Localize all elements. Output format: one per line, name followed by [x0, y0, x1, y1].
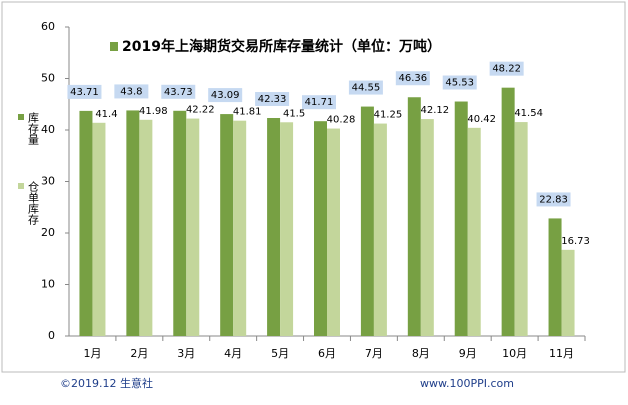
legend-label: 库存量: [27, 112, 40, 145]
bar: [139, 119, 153, 336]
value-label: 40.42: [467, 114, 496, 125]
value-label-box: [67, 84, 102, 99]
value-label: 41.71: [305, 97, 334, 108]
bar: [267, 118, 281, 336]
value-label: 42.22: [186, 105, 215, 116]
bar: [454, 101, 468, 336]
value-label: 22.83: [539, 194, 568, 205]
value-label-box: [348, 80, 383, 95]
value-label-box: [302, 95, 336, 110]
bar: [327, 128, 340, 336]
x-tick-label: 9月: [459, 347, 477, 360]
value-label: 16.73: [561, 236, 590, 247]
value-label: 42.33: [258, 94, 287, 105]
footer-left: ©2019.12 生意社: [60, 376, 153, 390]
value-label: 41.98: [139, 106, 168, 117]
value-label: 48.22: [492, 64, 521, 75]
bar: [280, 122, 294, 337]
x-tick-label: 8月: [412, 347, 430, 360]
value-label-box: [161, 84, 196, 99]
value-label: 43.73: [164, 87, 193, 98]
value-label-box: [114, 84, 149, 99]
legend-marker: [18, 114, 24, 120]
x-tick-label: 5月: [271, 347, 289, 360]
y-tick-label: 60: [41, 20, 55, 33]
value-label: 44.55: [352, 83, 381, 94]
bar: [126, 110, 140, 337]
bar: [220, 114, 234, 336]
value-label: 41.25: [374, 110, 403, 121]
value-label-box: [536, 192, 571, 207]
bar: [360, 106, 374, 336]
value-label: 41.5: [283, 108, 305, 119]
value-label-box: [208, 88, 243, 103]
bar: [79, 110, 93, 337]
bar: [186, 118, 200, 336]
value-label: 43.8: [120, 86, 142, 97]
bar: [314, 121, 327, 336]
bar: [514, 122, 528, 336]
x-tick-label: 1月: [83, 347, 101, 360]
bar: [92, 122, 106, 336]
x-tick-label: 2月: [130, 347, 148, 360]
x-tick-label: 10月: [502, 347, 527, 360]
bar: [501, 87, 515, 337]
legend-label: 仓单库存: [27, 180, 40, 225]
y-tick-label: 50: [41, 72, 55, 85]
value-label-box: [489, 61, 524, 76]
value-label: 41.81: [233, 107, 262, 118]
x-tick-label: 4月: [224, 347, 242, 360]
x-tick-label: 6月: [318, 347, 336, 360]
footer-right: www.100PPI.com: [420, 377, 514, 390]
value-label: 45.53: [445, 78, 474, 89]
x-tick-label: 7月: [365, 347, 383, 360]
y-tick-label: 10: [41, 278, 55, 291]
bar: [420, 119, 434, 336]
bar: [407, 97, 421, 336]
value-label-box: [395, 71, 430, 86]
bar: [233, 120, 247, 336]
chart-title: 2019年上海期货交易所库存量统计（单位：万吨）: [122, 38, 441, 55]
bar: [173, 110, 187, 336]
value-label: 43.09: [211, 90, 240, 101]
value-label: 43.71: [70, 87, 99, 98]
value-label: 41.4: [95, 109, 117, 120]
value-label: 42.12: [420, 105, 449, 116]
value-label: 41.54: [514, 108, 543, 119]
value-label-box: [255, 92, 290, 107]
bar: [561, 249, 575, 336]
value-label: 46.36: [398, 73, 427, 84]
bar: [467, 127, 481, 336]
bar: [548, 218, 562, 336]
x-tick-label: 3月: [177, 347, 195, 360]
y-tick-label: 30: [41, 175, 55, 188]
y-tick-label: 20: [41, 226, 55, 239]
bar: [373, 123, 387, 336]
x-tick-label: 11月: [549, 347, 574, 360]
y-tick-label: 0: [48, 329, 55, 342]
value-label-box: [442, 75, 477, 90]
value-label: 40.28: [327, 115, 356, 126]
title-marker: [110, 42, 118, 51]
y-tick-label: 40: [41, 123, 55, 136]
legend-marker: [18, 183, 24, 189]
